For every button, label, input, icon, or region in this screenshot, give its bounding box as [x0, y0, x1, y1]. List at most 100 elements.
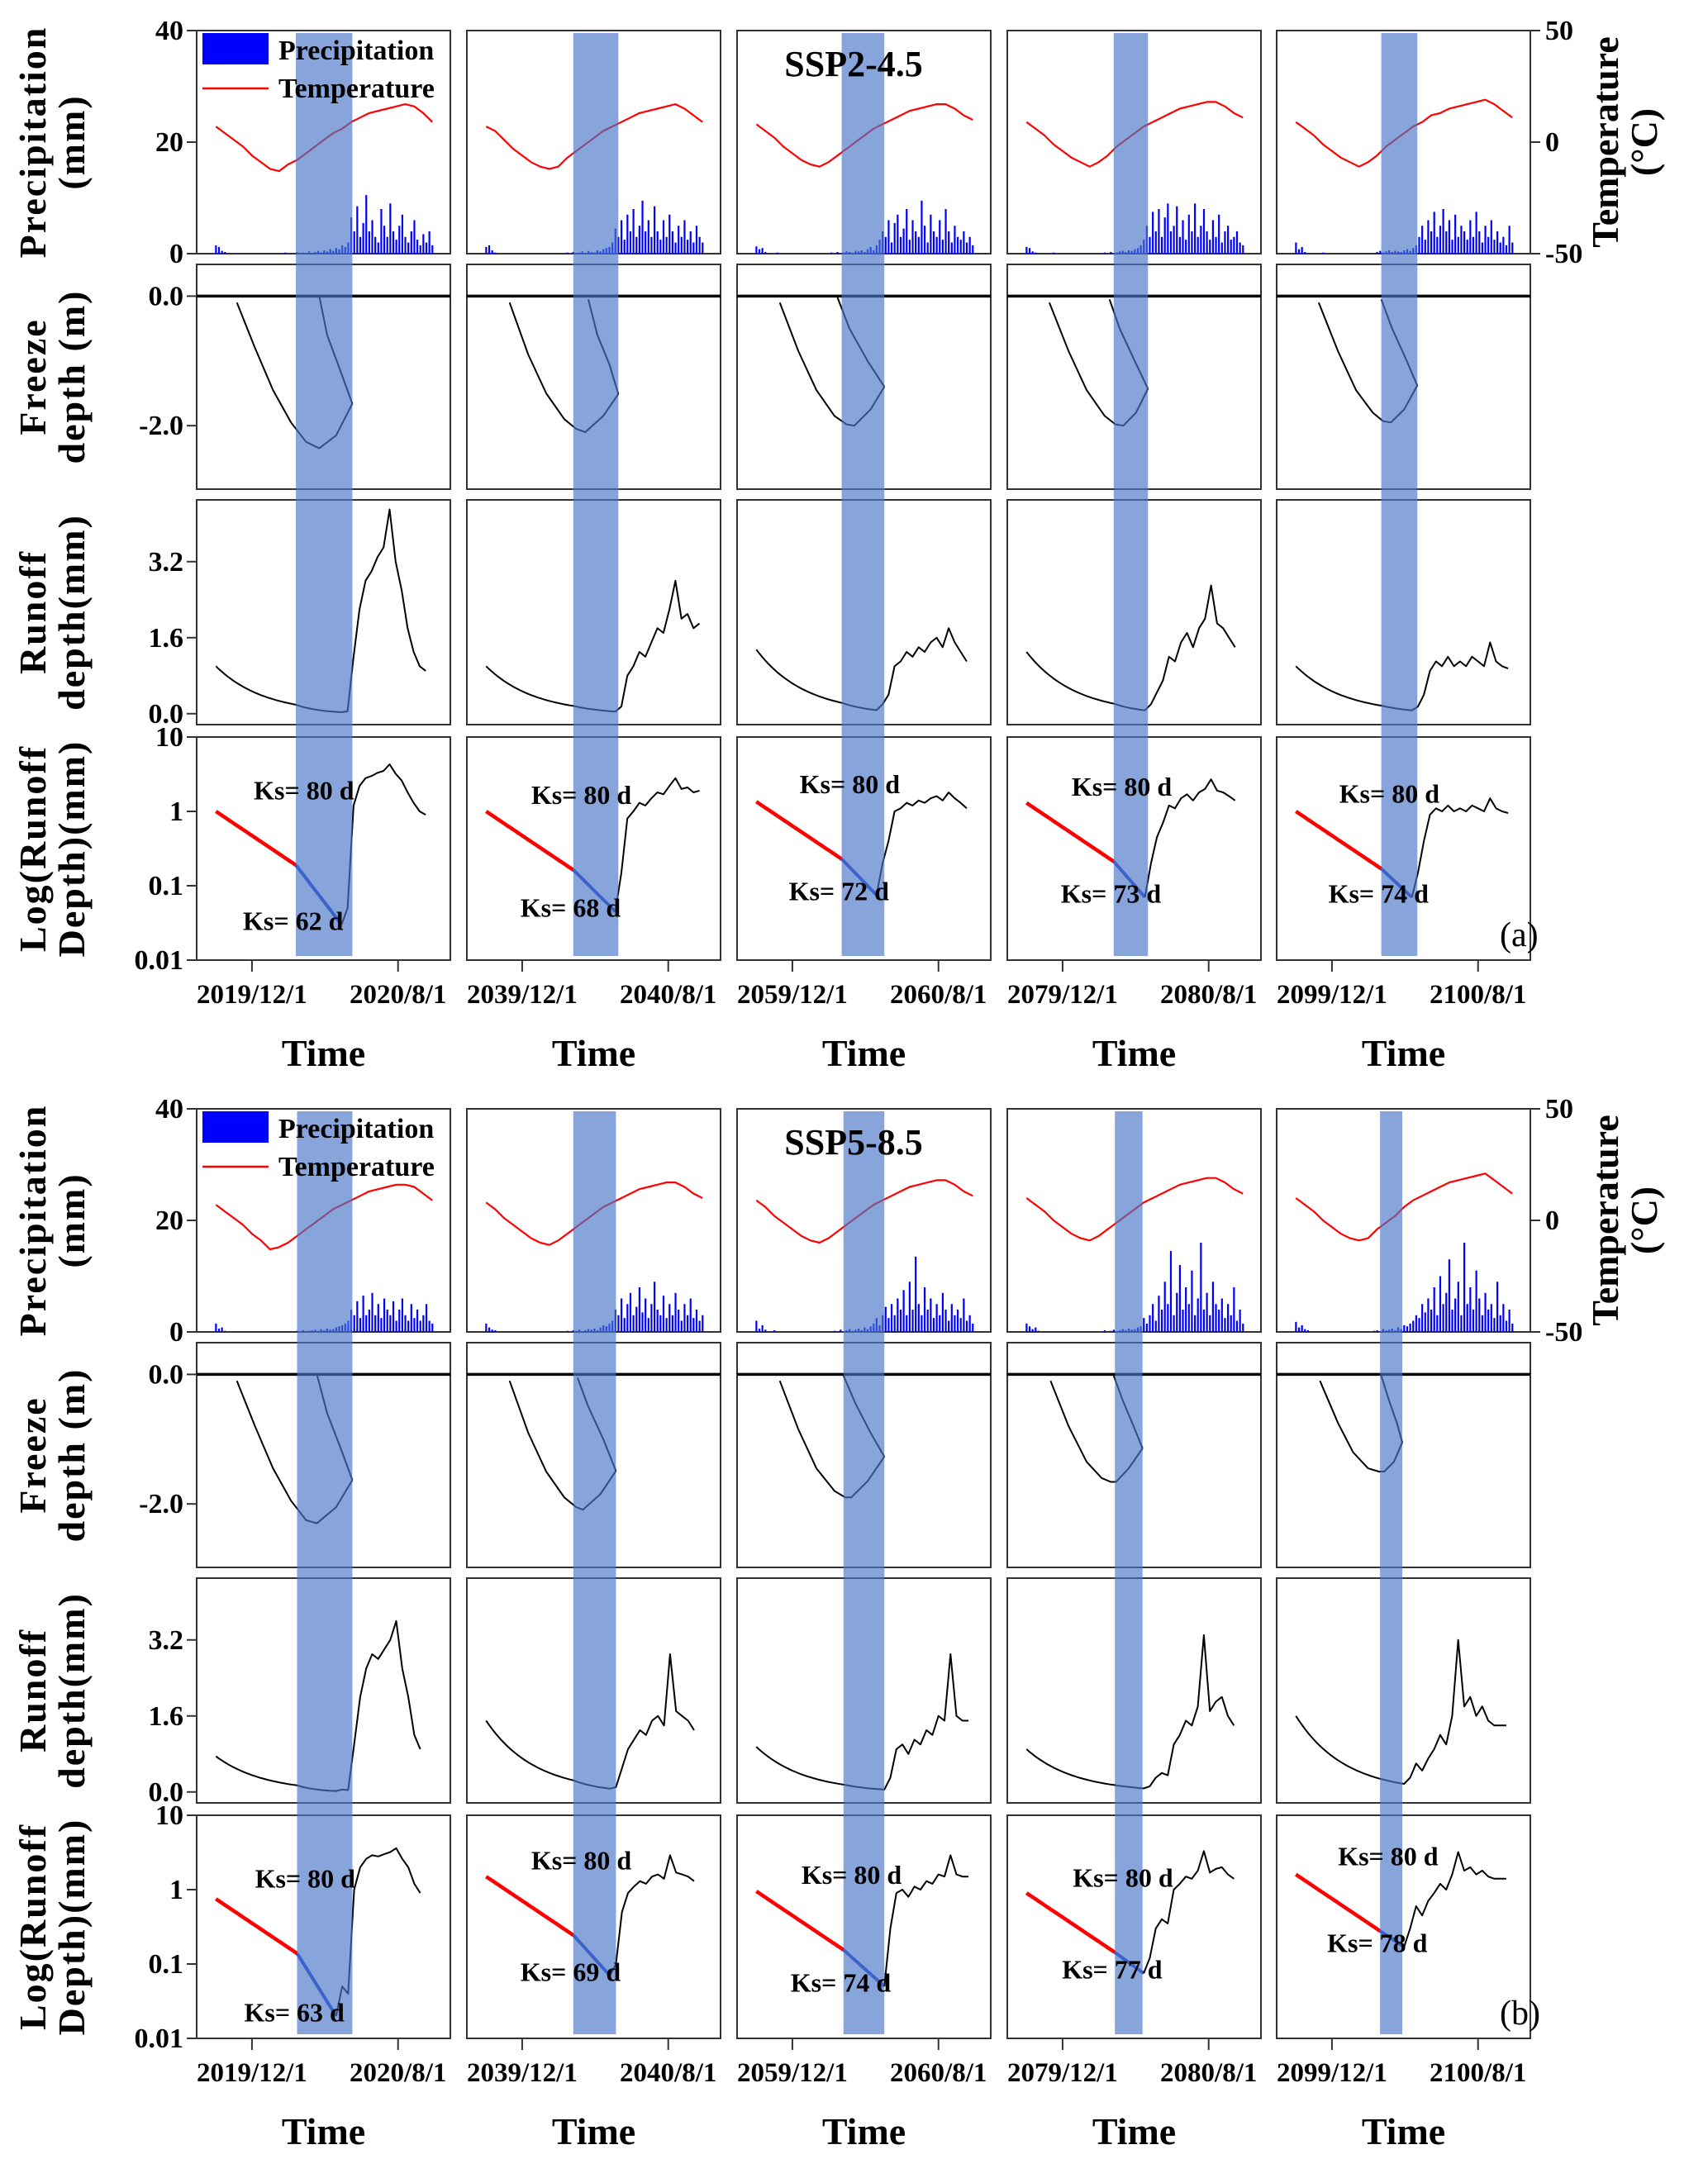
x-axis-title: Time — [282, 2110, 365, 2152]
x-axis-title: Time — [552, 1032, 635, 1074]
precipitation-bar — [941, 240, 944, 254]
precipitation-bar — [1472, 1310, 1475, 1332]
precipitation-bar — [1442, 1304, 1444, 1332]
precipitation-bar — [671, 1315, 674, 1332]
precipitation-bar — [948, 231, 950, 254]
precipitation-bar — [758, 249, 761, 254]
y-tick-label: 1.6 — [149, 623, 184, 654]
precipitation-bar — [908, 240, 911, 254]
precipitation-bar — [1187, 1304, 1190, 1332]
precipitation-bar — [641, 1312, 644, 1332]
precipitation-bar — [1451, 240, 1453, 254]
precipitation-bar — [1403, 1324, 1406, 1332]
precipitation-bar — [1035, 252, 1037, 254]
log-runoff-line — [614, 777, 700, 912]
precipitation-bar — [380, 209, 383, 254]
ks-wet-label: Ks= 80 d — [1338, 1841, 1439, 1871]
precipitation-bar — [1200, 226, 1202, 254]
precipitation-bar — [1406, 1326, 1409, 1332]
precipitation-bar — [1197, 1298, 1199, 1332]
precipitation-bar — [1496, 231, 1499, 254]
precipitation-bar — [917, 1304, 920, 1332]
precipitation-bar — [1176, 206, 1178, 254]
freeze-depth-axis-title: depth (m) — [50, 290, 93, 464]
precipitation-bar — [1242, 1323, 1244, 1332]
precipitation-bar — [1436, 1315, 1439, 1332]
ks-frozen-label: Ks= 78 d — [1327, 1928, 1428, 1958]
precipitation-bar — [1185, 240, 1187, 254]
precipitation-bar — [836, 251, 839, 254]
precipitation-bar — [1475, 212, 1477, 254]
precipitation-bar — [392, 1301, 395, 1332]
precipitation-axis-title: (mm) — [50, 94, 93, 189]
precipitation-bar — [972, 245, 974, 254]
precipitation-bar — [1511, 242, 1514, 254]
precipitation-bar — [377, 1304, 379, 1332]
runoff-line — [755, 1653, 969, 1790]
y-tick-label: 0.01 — [135, 945, 184, 976]
precipitation-bar — [383, 226, 386, 254]
precipitation-bar — [1427, 220, 1430, 254]
precipitation-bar — [930, 1298, 932, 1332]
precipitation-bar — [1233, 1287, 1235, 1332]
precipitation-bar — [1493, 1318, 1496, 1332]
precipitation-bar — [1112, 1329, 1115, 1332]
precipitation-bar — [632, 1315, 635, 1332]
ks-frozen-label: Ks= 69 d — [521, 1957, 621, 1986]
x-tick-label: 2099/12/1 — [1277, 2058, 1387, 2088]
precipitation-bar — [1169, 1251, 1173, 1332]
precipitation-bar — [413, 1318, 416, 1332]
precipitation-bar — [1220, 1298, 1223, 1332]
precipitation-bar — [1322, 252, 1325, 254]
precipitation-bar — [416, 240, 419, 254]
precipitation-bar — [893, 1315, 896, 1332]
log-runoff-axis-title: Log(Runoff — [12, 1824, 54, 2030]
precipitation-bar — [959, 1318, 962, 1332]
precipitation-bar — [954, 226, 956, 254]
precipitation-bar — [662, 220, 665, 254]
precipitation-bar — [386, 1310, 388, 1332]
precipitation-bar — [1025, 246, 1028, 254]
runoff-line — [1025, 1634, 1235, 1790]
y-tick-label: 0.1 — [149, 871, 184, 901]
temperature-axis-title: Temperature — [1584, 1115, 1626, 1326]
precipitation-bar — [678, 1310, 680, 1332]
y-tick-label: 0.01 — [135, 2023, 184, 2054]
x-axis-title: Time — [822, 1032, 906, 1074]
precipitation-bar — [356, 206, 359, 254]
ks-frozen-label: Ks= 68 d — [521, 893, 621, 923]
precipitation-bar — [485, 246, 488, 254]
precipitation-bar — [650, 1304, 653, 1332]
precipitation-bar — [665, 236, 668, 254]
precipitation-bar — [1226, 1304, 1230, 1332]
temp-tick-label: -50 — [1545, 239, 1582, 269]
precipitation-bar — [1430, 231, 1433, 254]
precipitation-bar — [635, 236, 638, 254]
log-runoff-line — [340, 763, 426, 925]
precipitation-bar — [641, 200, 644, 254]
ks-frozen-label: Ks= 74 d — [1329, 878, 1430, 908]
precipitation-bar — [407, 242, 410, 254]
precipitation-bar — [422, 234, 425, 254]
precipitation-bar — [629, 231, 632, 254]
precipitation-bar — [1469, 220, 1472, 254]
precipitation-bar — [1451, 1310, 1453, 1332]
temp-tick-label: 50 — [1545, 16, 1573, 46]
legend-precipitation-swatch — [202, 1111, 269, 1143]
precipitation-bar — [1206, 231, 1208, 254]
precipitation-bar — [764, 251, 767, 254]
precipitation-bar — [413, 220, 416, 254]
precipitation-bar — [1110, 1330, 1112, 1332]
precipitation-bar — [404, 236, 407, 254]
frozen-period-shade — [573, 33, 619, 956]
precipitation-bar — [935, 236, 938, 254]
precipitation-bar — [1457, 1282, 1459, 1332]
precipitation-bar — [965, 242, 968, 254]
precipitation-bar — [935, 1304, 938, 1332]
precipitation-bar — [638, 1287, 640, 1332]
runoff-axis-title: Runoff — [12, 550, 54, 674]
precipitation-bar — [1481, 1315, 1484, 1332]
ks-wet-recession-line — [215, 1897, 298, 1956]
x-tick-label: 2080/8/1 — [1160, 980, 1257, 1010]
frozen-period-shade — [841, 33, 885, 956]
